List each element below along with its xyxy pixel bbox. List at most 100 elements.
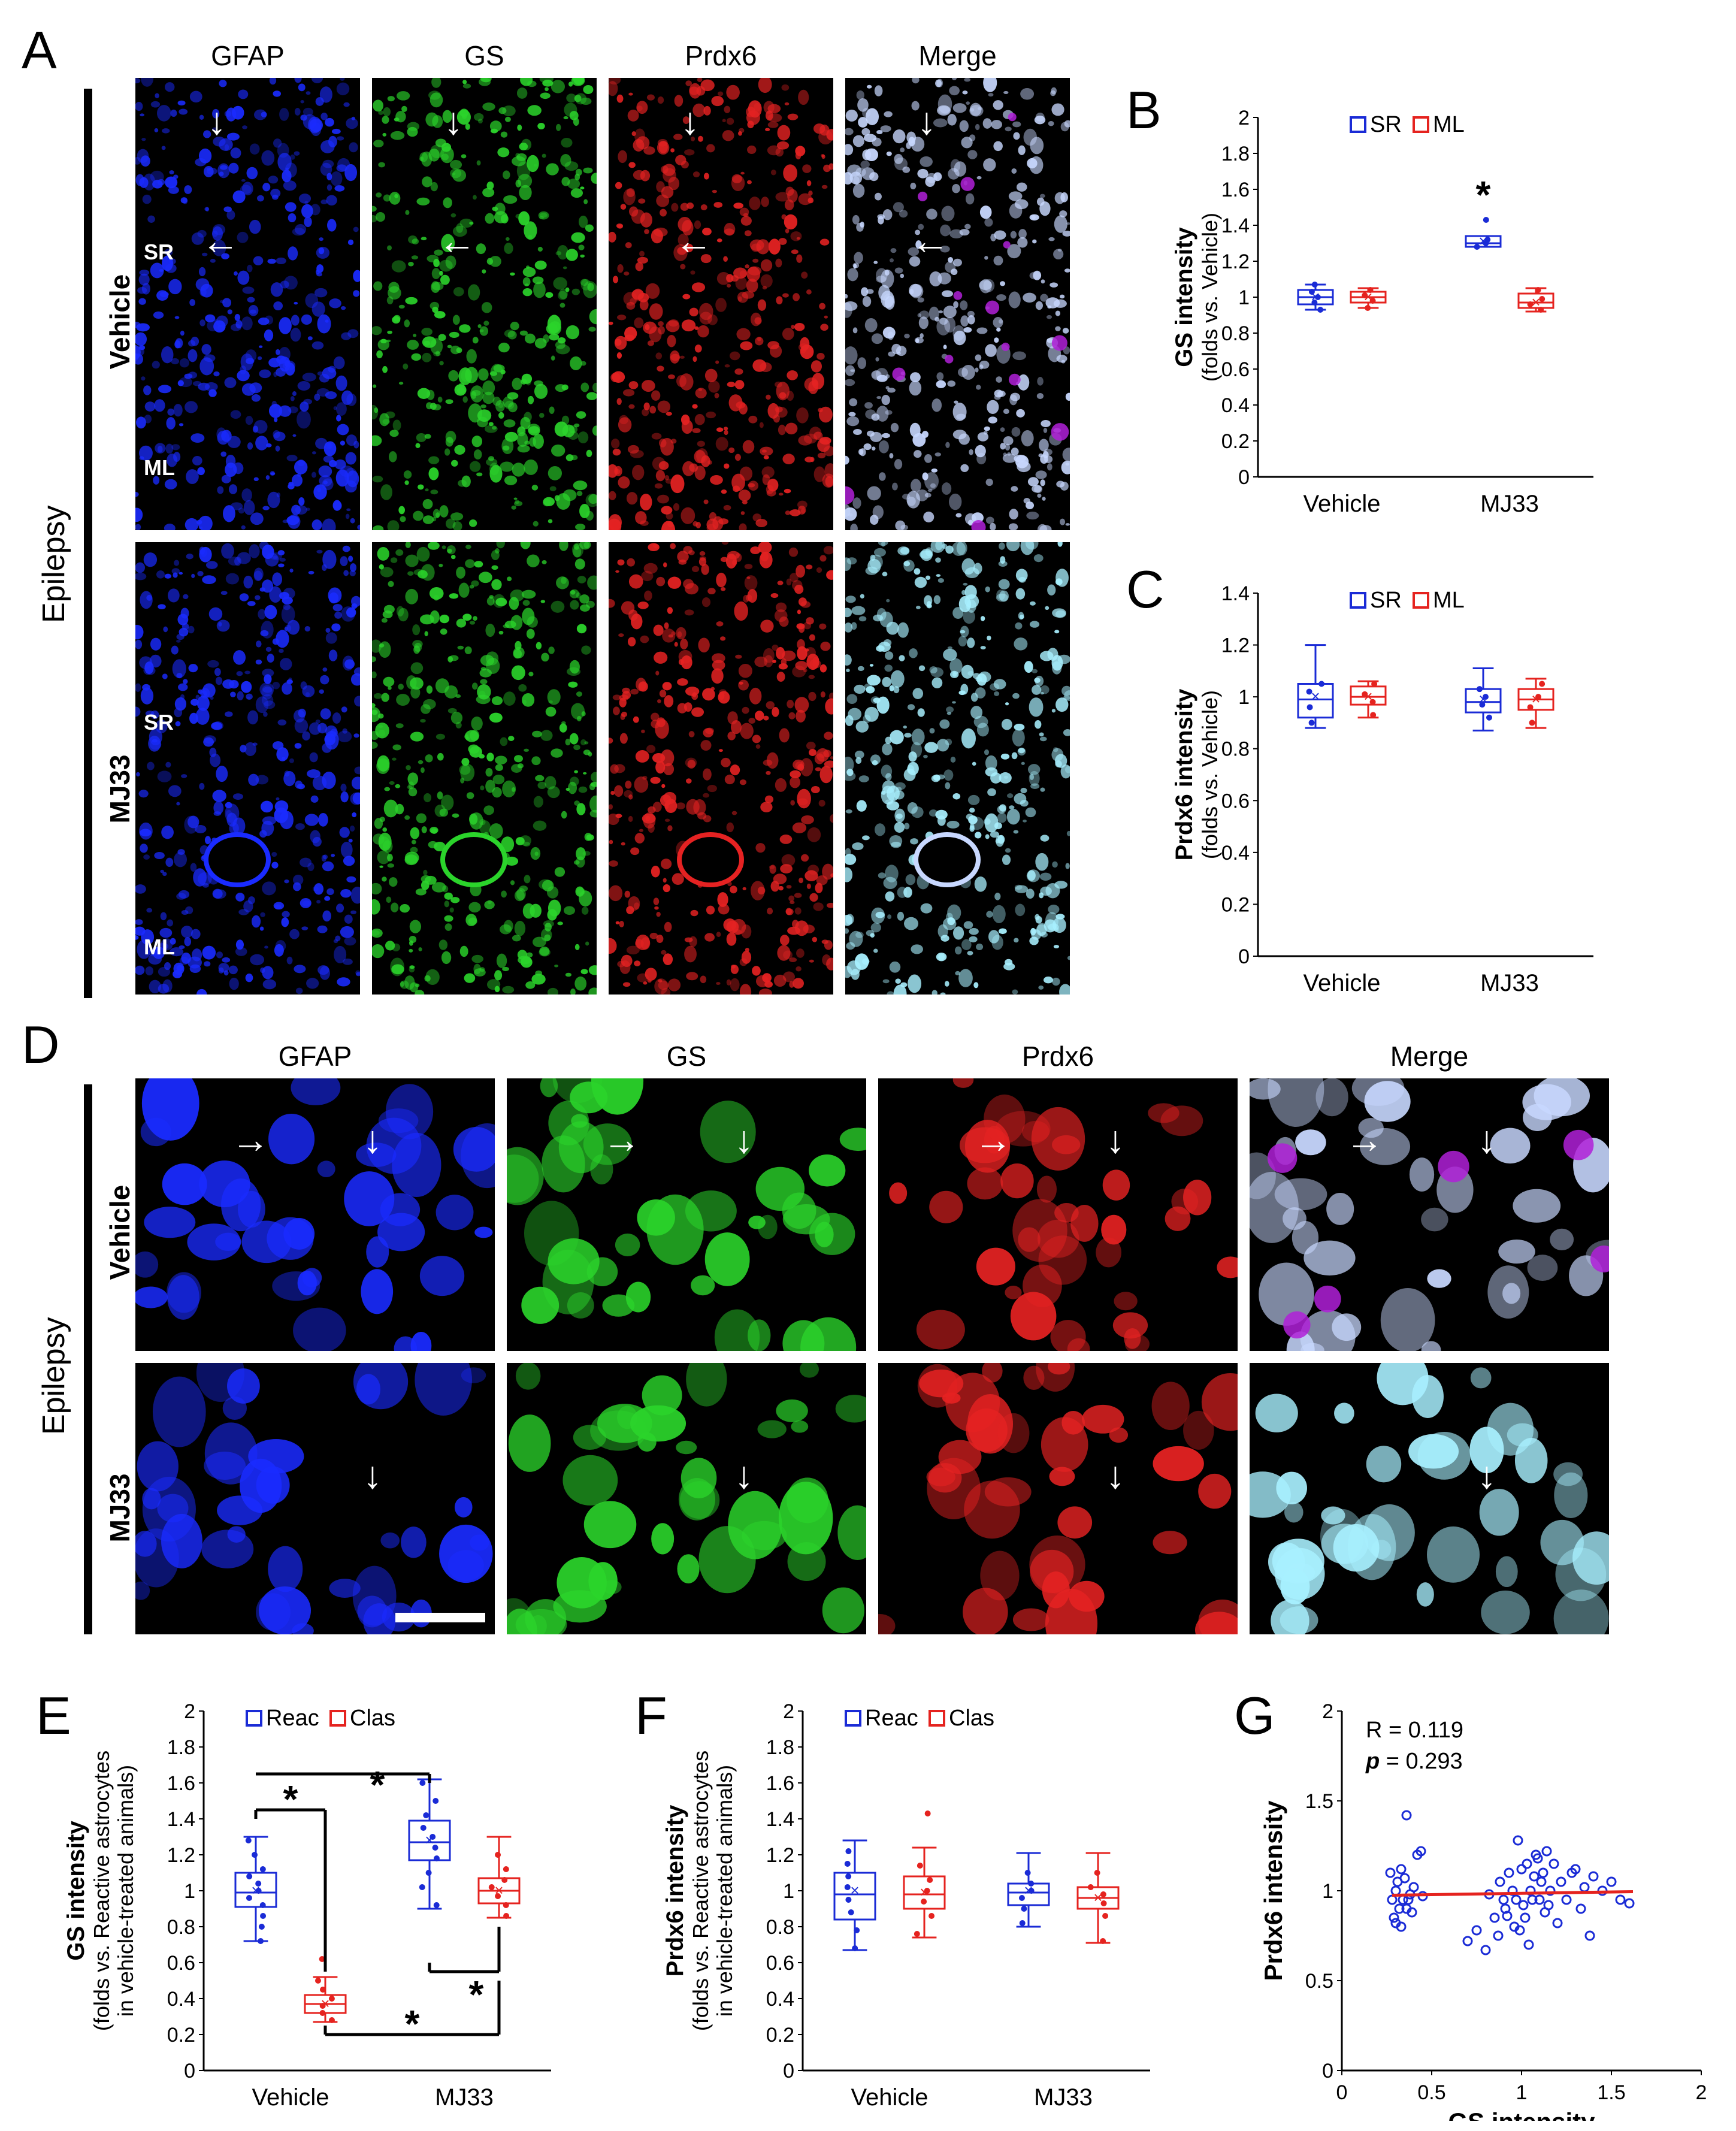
y-tick-label: 1 <box>184 1880 195 1903</box>
data-point <box>495 1893 501 1899</box>
col-title-merge-d: Merge <box>1390 1041 1469 1072</box>
data-point <box>1483 217 1489 223</box>
data-point <box>314 1978 321 1984</box>
box-mean-marker: × <box>850 1881 859 1899</box>
y-tick-label: 0 <box>1238 945 1250 968</box>
scatter-point <box>1579 1882 1590 1893</box>
data-point <box>495 1852 501 1858</box>
legend-swatch <box>1413 592 1429 609</box>
scatter-point <box>1385 1867 1396 1878</box>
legend-swatch <box>329 1710 346 1727</box>
box-mean-marker: × <box>1311 687 1320 705</box>
micrograph-a-vehicle-merge <box>845 78 1070 530</box>
x-tick-label: 1 <box>1516 2081 1528 2104</box>
y-axis-label: Prdx6 intensity <box>1259 1800 1287 1981</box>
y-tick-label: 0.6 <box>167 1952 195 1975</box>
data-point <box>503 1913 510 1919</box>
scatter-point <box>1588 1871 1599 1882</box>
data-point <box>503 1866 509 1872</box>
scatter-point <box>1502 1911 1513 1921</box>
arrow-down-icon: ↓ <box>363 1118 382 1161</box>
data-point <box>245 1837 252 1843</box>
arrow-right-icon: → <box>1345 1118 1384 1161</box>
data-point <box>423 1812 430 1818</box>
significance-star: * <box>469 1973 484 2016</box>
y-tick-label: 1 <box>1238 286 1250 309</box>
scatter-point <box>1403 1894 1414 1905</box>
scatter-point <box>1518 1900 1529 1911</box>
data-point <box>848 1909 854 1915</box>
data-point <box>1317 307 1324 313</box>
y-tick-label: 2 <box>783 1700 794 1723</box>
legend-label: SR <box>1370 112 1402 137</box>
scatter-point <box>1538 1867 1549 1878</box>
box-mean-marker: × <box>320 1994 329 2012</box>
data-point <box>1538 307 1544 313</box>
y-tick-label: 1.8 <box>167 1736 195 1759</box>
col-title-prdx6-a: Prdx6 <box>685 40 757 71</box>
box-mean-marker: × <box>1093 1888 1102 1906</box>
y-tick-label: 1.6 <box>167 1772 195 1795</box>
data-point <box>1529 720 1535 726</box>
significance-star: * <box>1476 173 1491 216</box>
data-point <box>1369 298 1376 304</box>
data-point <box>1484 237 1491 243</box>
sr-label-mj33: SR <box>144 710 174 734</box>
data-point <box>252 1852 258 1858</box>
panel-label-d: D <box>22 1015 60 1074</box>
x-category-label: MJ33 <box>1480 970 1539 996</box>
data-point <box>1314 294 1321 300</box>
scatter-point <box>1394 1903 1405 1914</box>
data-point <box>854 1927 860 1933</box>
y-tick-label: 1.8 <box>1221 143 1250 165</box>
data-point <box>1370 712 1377 718</box>
y-axis-sublabel-2: in vehicle-treated animals) <box>113 1765 138 2017</box>
data-point <box>1028 1888 1035 1894</box>
data-point <box>1308 720 1315 726</box>
chart-g: 0 0.5 1 1.5 2 0 0.5 1 1.5 2 GS intensity Prdx6 inte… <box>1259 1700 1707 2121</box>
data-point <box>1021 1906 1027 1912</box>
y-tick-label: 0.2 <box>1221 893 1250 916</box>
box-mean-marker: × <box>1024 1881 1033 1899</box>
scatter-point <box>1462 1936 1473 1946</box>
y-axis-label-group: GS intensity (folds vs. Vehicle) <box>1171 213 1222 382</box>
legend-label: Clas <box>350 1706 395 1731</box>
scatter-point <box>1493 1930 1504 1941</box>
col-title-gfap-d: GFAP <box>278 1041 352 1072</box>
y-tick-label: 1.5 <box>1305 1790 1333 1813</box>
data-point <box>845 1848 852 1854</box>
scatter-point <box>1570 1864 1581 1875</box>
scatter-point <box>1399 1873 1410 1884</box>
y-axis-sublabel: (folds vs. Reactive astrocytes <box>89 1751 114 2031</box>
scatter-point <box>1514 1925 1525 1936</box>
row-label-vehicle-d: Vehicle <box>104 1184 135 1280</box>
legend-label: Clas <box>949 1706 994 1731</box>
data-point <box>255 1888 262 1894</box>
y-tick-label: 0.6 <box>766 1952 794 1975</box>
y-tick-label: 0.4 <box>1221 842 1250 865</box>
legend-swatch <box>1413 116 1429 133</box>
panel-label-b: B <box>1126 80 1162 140</box>
scatter-point <box>1541 1846 1552 1857</box>
data-point <box>1028 1881 1035 1887</box>
scatter-point <box>1543 1900 1554 1911</box>
data-point <box>1308 289 1315 295</box>
box-mean-marker: × <box>425 1831 434 1849</box>
data-point <box>1024 1870 1031 1876</box>
data-point <box>1535 287 1541 293</box>
scatter-point <box>1575 1903 1586 1914</box>
scatter-point <box>1536 1876 1547 1887</box>
y-tick-label: 1.4 <box>1221 582 1250 605</box>
y-tick-label: 0.4 <box>1221 394 1250 417</box>
x-category-label: MJ33 <box>1034 2084 1093 2111</box>
y-tick-label: 2 <box>1238 107 1250 129</box>
data-point <box>1306 704 1313 711</box>
arrow-down-icon: ↓ <box>444 99 463 143</box>
data-point <box>425 1870 432 1876</box>
data-point <box>1535 694 1541 700</box>
micrograph-a-mj33-gfap <box>135 542 360 995</box>
y-tick-label: 0.8 <box>1221 322 1250 345</box>
scatter-point <box>1511 1894 1522 1905</box>
y-axis-sublabel: (folds vs. Vehicle) <box>1197 690 1222 859</box>
y-tick-label: 2 <box>184 1700 195 1723</box>
